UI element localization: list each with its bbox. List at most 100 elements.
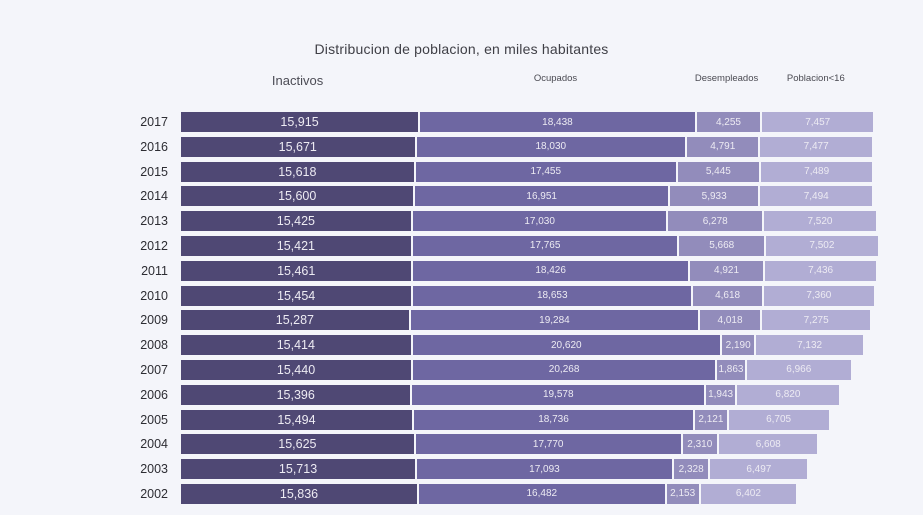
bar-segment-ocupados[interactable]: 18,653: [413, 285, 692, 306]
bar-row: 2002 15,836 16,482 2,153 6,402: [118, 483, 878, 504]
bar-segment-ocupados[interactable]: 16,951: [415, 186, 668, 207]
bar-value-label: 18,426: [535, 265, 566, 277]
bar-value-label: 15,414: [276, 338, 315, 353]
bar-segment-inactivos[interactable]: 15,421: [181, 235, 411, 256]
bar-segment-desempleados[interactable]: 4,255: [696, 112, 761, 132]
bar-segment-ocupados[interactable]: 17,455: [415, 161, 676, 182]
bar-segment-poblacion-16[interactable]: 6,402: [700, 483, 797, 504]
bar-value-label: 2,153: [670, 488, 696, 500]
bar-segment-desempleados[interactable]: 1,863: [717, 359, 745, 380]
bar-segment-inactivos[interactable]: 15,618: [181, 161, 414, 182]
bar-segment-desempleados[interactable]: 2,190: [721, 335, 755, 356]
bar-segment-poblacion-16[interactable]: 7,520: [763, 211, 876, 232]
bar-segment-desempleados[interactable]: 6,278: [668, 211, 762, 232]
bar-segment-ocupados[interactable]: 19,284: [410, 310, 699, 331]
bar-segment-desempleados[interactable]: 4,791: [687, 136, 759, 157]
bar-value-label: 7,502: [809, 240, 835, 252]
bar-segment-ocupados[interactable]: 19,578: [412, 384, 705, 405]
bar-segment-inactivos[interactable]: 15,287: [181, 310, 409, 331]
bar-segment-ocupados[interactable]: 18,736: [413, 409, 694, 430]
bar-value-label: 7,360: [806, 290, 832, 302]
bar-segment-poblacion-16[interactable]: 6,820: [737, 384, 839, 405]
bar-segment-poblacion-16[interactable]: 6,966: [746, 359, 851, 380]
bar-value-label: 6,402: [735, 488, 761, 500]
bar-row: 2013 15,425 17,030 6,278 7,520: [118, 211, 878, 232]
bar-segment-desempleados[interactable]: 5,445: [677, 161, 759, 182]
bar-row: 2004 15,625 17,770 2,310 6,608: [118, 434, 878, 455]
bar-segment-inactivos[interactable]: 15,425: [181, 211, 411, 232]
bar-segment-inactivos[interactable]: 15,671: [181, 136, 415, 157]
bar-segment-poblacion-16[interactable]: 7,360: [763, 285, 874, 306]
bar-segment-inactivos[interactable]: 15,713: [181, 459, 416, 480]
column-header-desempleados: Desempleados: [694, 73, 759, 84]
bar-segment-ocupados[interactable]: 20,620: [412, 335, 720, 356]
bar-segment-poblacion-16[interactable]: 6,497: [710, 459, 808, 480]
bar-segment-ocupados[interactable]: 17,093: [417, 459, 672, 480]
bar-segment-desempleados[interactable]: 4,921: [689, 260, 764, 281]
bar-value-label: 4,018: [717, 314, 743, 326]
bar-segment-inactivos[interactable]: 15,440: [181, 359, 412, 380]
bar-segment-inactivos[interactable]: 15,600: [181, 186, 414, 207]
bar-value-label: 7,520: [807, 215, 833, 227]
bar-segment-ocupados[interactable]: 18,030: [416, 136, 686, 157]
bar-segment-desempleados[interactable]: 2,153: [666, 483, 699, 504]
bar-segment-ocupados[interactable]: 17,770: [415, 434, 681, 455]
bar-segment-desempleados[interactable]: 2,121: [695, 409, 727, 430]
bar-segment-desempleados[interactable]: 4,018: [700, 310, 760, 331]
bar-segment-poblacion-16[interactable]: 7,132: [756, 335, 863, 356]
bar-segment-ocupados[interactable]: 16,482: [419, 483, 665, 504]
bar-segment-desempleados[interactable]: 2,310: [682, 434, 717, 455]
bar-segment-desempleados[interactable]: 5,668: [679, 235, 764, 256]
bar-segment-inactivos[interactable]: 15,414: [181, 335, 411, 356]
bar-segment-poblacion-16[interactable]: 7,502: [765, 235, 878, 256]
bar-row: 2015 15,618 17,455 5,445 7,489: [118, 161, 878, 182]
bar-value-label: 19,284: [539, 314, 570, 326]
bar-value-label: 18,438: [542, 116, 573, 128]
bar-segment-inactivos[interactable]: 15,461: [181, 260, 412, 281]
year-label: 2010: [140, 288, 168, 303]
year-label: 2008: [140, 338, 168, 353]
bar-value-label: 2,310: [687, 438, 713, 450]
bar-value-label: 20,620: [550, 339, 582, 351]
bar-value-label: 15,287: [275, 313, 315, 328]
bar-segment-inactivos[interactable]: 15,625: [181, 434, 414, 455]
bar-value-label: 7,275: [803, 314, 829, 326]
bar-value-label: 17,770: [532, 438, 564, 450]
bar-value-label: 4,255: [715, 116, 741, 128]
bar-segment-desempleados[interactable]: 1,943: [706, 384, 736, 405]
bar-segment-poblacion-16[interactable]: 7,494: [760, 186, 873, 207]
bar-segment-poblacion-16[interactable]: 7,477: [760, 136, 872, 157]
bar-value-label: 4,791: [710, 141, 736, 153]
column-header-ocupados: Ocupados: [533, 73, 578, 84]
bar-segment-desempleados[interactable]: 5,933: [669, 186, 759, 207]
bar-segment-inactivos[interactable]: 15,494: [181, 409, 412, 430]
bar-value-label: 5,445: [705, 166, 731, 178]
bar-segment-inactivos[interactable]: 15,396: [181, 384, 411, 405]
bar-segment-inactivos[interactable]: 15,915: [181, 112, 419, 132]
bar-segment-inactivos[interactable]: 15,454: [181, 285, 412, 306]
bar-value-label: 2,328: [678, 463, 704, 475]
bar-segment-desempleados[interactable]: 2,328: [673, 459, 709, 480]
bar-segment-poblacion-16[interactable]: 7,436: [765, 260, 876, 281]
bar-segment-poblacion-16[interactable]: 7,275: [761, 310, 871, 331]
bar-value-label: 1,863: [718, 364, 744, 376]
bar-segment-ocupados[interactable]: 17,030: [412, 211, 667, 232]
bar-value-label: 7,132: [797, 339, 823, 351]
bar-value-label: 7,457: [805, 116, 831, 128]
bar-segment-poblacion-16[interactable]: 6,608: [718, 434, 818, 455]
bar-value-label: 15,421: [276, 238, 316, 253]
bar-segment-poblacion-16[interactable]: 6,705: [728, 409, 829, 430]
year-label: 2011: [141, 263, 168, 278]
bar-segment-inactivos[interactable]: 15,836: [181, 483, 417, 504]
bar-value-label: 15,440: [276, 362, 316, 377]
bar-segment-ocupados[interactable]: 17,765: [412, 235, 678, 256]
bar-segment-ocupados[interactable]: 20,268: [413, 359, 716, 380]
bar-value-label: 5,933: [701, 190, 727, 202]
bar-segment-ocupados[interactable]: 18,426: [413, 260, 688, 281]
bar-segment-poblacion-16[interactable]: 7,489: [760, 161, 873, 182]
bar-segment-desempleados[interactable]: 4,618: [693, 285, 762, 306]
column-header-inactivos: Inactivos: [271, 73, 324, 88]
bar-segment-ocupados[interactable]: 18,438: [420, 112, 695, 132]
bar-segment-poblacion-16[interactable]: 7,457: [762, 112, 874, 132]
